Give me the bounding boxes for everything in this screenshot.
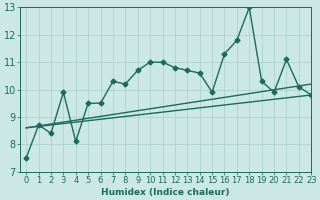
X-axis label: Humidex (Indice chaleur): Humidex (Indice chaleur) — [101, 188, 230, 197]
